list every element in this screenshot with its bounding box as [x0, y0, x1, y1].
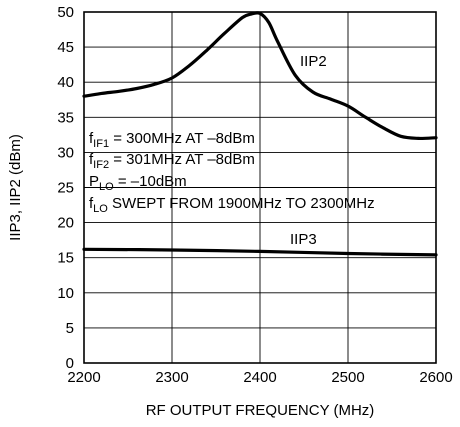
- y-tick-label: 35: [57, 109, 74, 126]
- series-label-iip3: IIP3: [290, 231, 317, 248]
- annotation-line: fLO SWEPT FROM 1900MHz TO 2300MHz: [89, 195, 375, 215]
- series-layer: [82, 11, 438, 257]
- y-tick-label: 25: [57, 180, 74, 197]
- y-tick-label: 30: [57, 144, 74, 161]
- y-tick-label: 5: [66, 320, 74, 337]
- y-axis-label: IIP3, IIP2 (dBm): [7, 134, 24, 241]
- x-tick-label: 2600: [419, 369, 452, 386]
- y-tick-label: 50: [57, 4, 74, 21]
- y-tick-label: 45: [57, 39, 74, 56]
- x-tick-label: 2200: [67, 369, 100, 386]
- x-tick-label: 2500: [331, 369, 364, 386]
- x-tick-label: 2300: [155, 369, 188, 386]
- y-tick-label: 0: [66, 355, 74, 372]
- y-tick-label: 40: [57, 74, 74, 91]
- annotation-line: fIF1 = 300MHz AT –8dBm: [89, 130, 255, 150]
- series-label-iip2: IIP2: [300, 53, 327, 70]
- annotation-line: PLO = –10dBm: [89, 173, 187, 193]
- y-tick-label: 15: [57, 250, 74, 267]
- y-tick-label: 10: [57, 285, 74, 302]
- y-tick-label: 20: [57, 215, 74, 232]
- x-tick-label: 2400: [243, 369, 276, 386]
- series-line-iip2: [82, 11, 438, 141]
- x-axis-label: RF OUTPUT FREQUENCY (MHz): [146, 402, 375, 419]
- series-line-iip3: [82, 247, 438, 257]
- annotation-line: fIF2 = 301MHz AT –8dBm: [89, 151, 255, 171]
- tick-labels: 2200 2300 2400 2500 2600 0 5 10 15 20 25 30 35 40 45 50: [57, 4, 452, 386]
